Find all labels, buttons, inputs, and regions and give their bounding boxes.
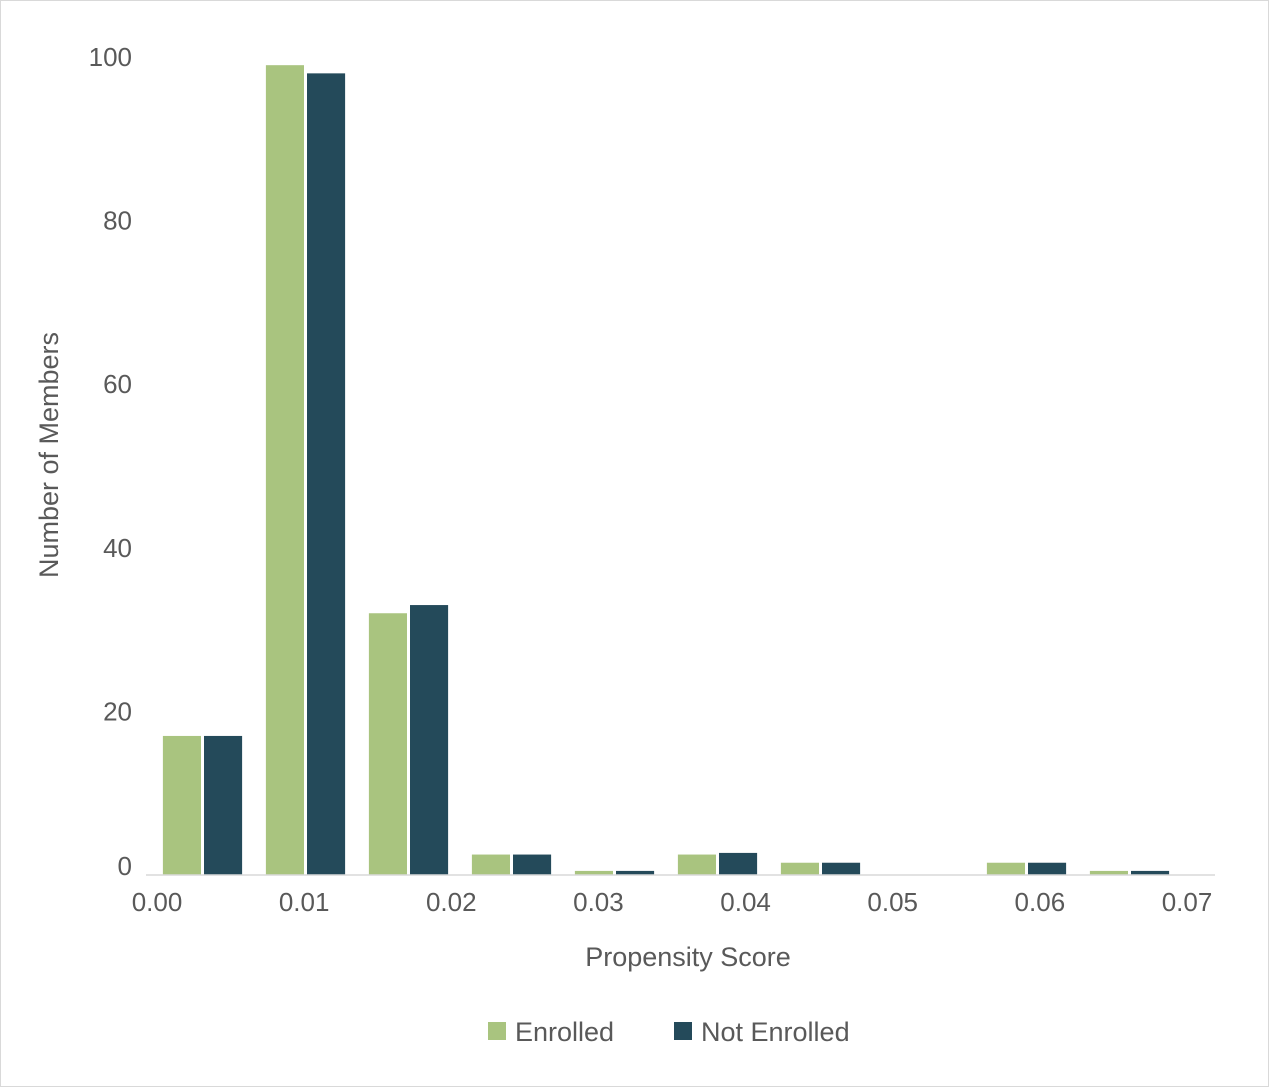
- y-tick-label: 0: [118, 851, 132, 881]
- x-tick-label: 0.06: [1015, 887, 1066, 917]
- x-tick-label: 0.02: [426, 887, 477, 917]
- bar-enrolled: [1089, 870, 1128, 875]
- bar-enrolled: [265, 65, 304, 876]
- x-tick-label: 0.07: [1162, 887, 1213, 917]
- bar-enrolled: [574, 870, 613, 875]
- y-tick-label: 60: [103, 369, 132, 399]
- bar-not-enrolled: [719, 852, 758, 875]
- legend-label: Not Enrolled: [701, 1017, 850, 1047]
- y-tick-label: 20: [103, 696, 132, 726]
- legend: Enrolled Not Enrolled: [488, 1017, 850, 1047]
- legend-swatch: [674, 1022, 692, 1040]
- y-tick-label: 100: [89, 42, 132, 72]
- bar-not-enrolled: [1028, 862, 1067, 875]
- x-tick-label: 0.03: [573, 887, 624, 917]
- y-tick-label: 40: [103, 533, 132, 563]
- bar-not-enrolled: [410, 605, 449, 875]
- y-tick-label: 80: [103, 206, 132, 236]
- bars-group: [162, 65, 1170, 876]
- x-tick-label: 0.01: [279, 887, 330, 917]
- bar-enrolled: [677, 854, 716, 875]
- bar-not-enrolled: [204, 735, 243, 875]
- bar-enrolled: [471, 854, 510, 875]
- x-tick-label: 0.04: [720, 887, 771, 917]
- bar-enrolled: [368, 613, 407, 875]
- bar-not-enrolled: [307, 73, 346, 876]
- bar-enrolled: [162, 735, 201, 875]
- bar-enrolled: [986, 862, 1025, 875]
- x-tick-label: 0.00: [132, 887, 183, 917]
- x-axis-ticks: 0.00 0.01 0.02 0.03 0.04 0.05 0.06 0.07: [132, 887, 1213, 917]
- y-axis-ticks: 0 20 40 60 80 100: [89, 42, 132, 881]
- legend-label: Enrolled: [515, 1017, 614, 1047]
- bar-not-enrolled: [513, 854, 552, 875]
- x-axis-title: Propensity Score: [585, 942, 791, 972]
- y-axis-title: Number of Members: [34, 332, 64, 578]
- bar-not-enrolled: [1131, 870, 1170, 875]
- legend-swatch: [488, 1022, 506, 1040]
- bar-not-enrolled: [616, 870, 655, 875]
- bar-not-enrolled: [822, 862, 861, 875]
- bar-enrolled: [780, 862, 819, 875]
- x-tick-label: 0.05: [867, 887, 918, 917]
